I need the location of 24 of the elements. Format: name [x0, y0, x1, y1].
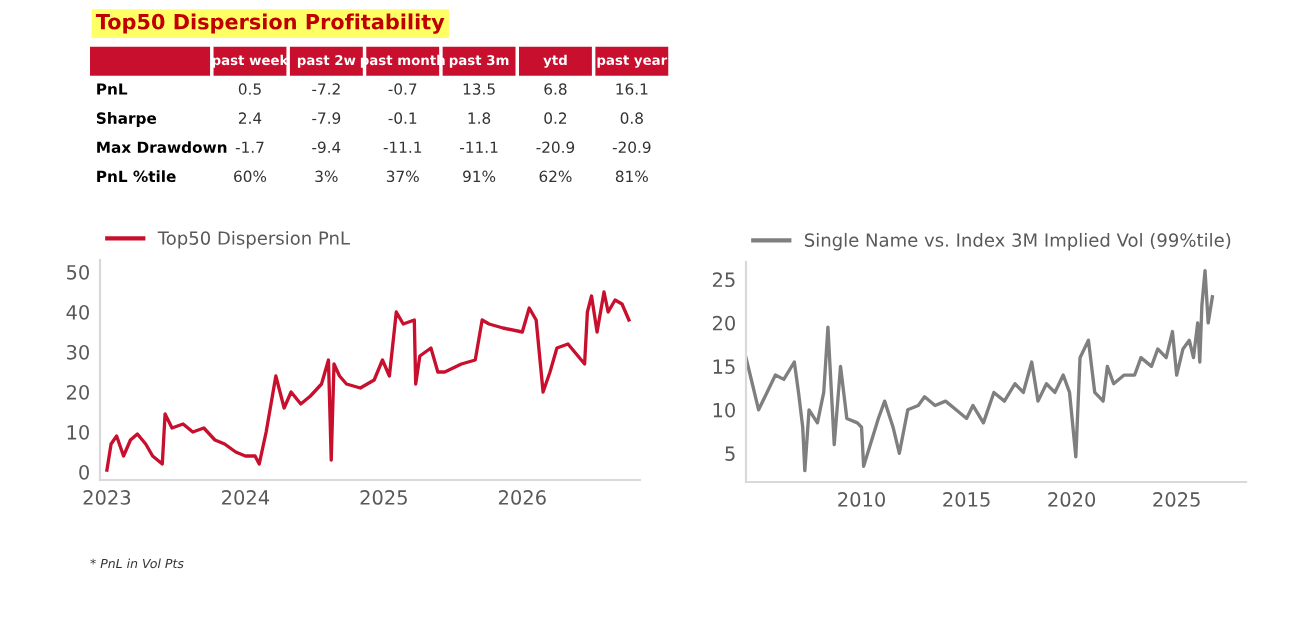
- y-tick-label: 50: [67, 264, 89, 280]
- legend-label: Top50 Dispersion PnL: [157, 230, 350, 249]
- x-tick-label: 2025: [1153, 492, 1200, 507]
- y-tick-label: 20: [712, 315, 735, 331]
- x-tick-label: 2024: [222, 490, 270, 505]
- x-tick-label: 2015: [943, 492, 990, 507]
- legend-label: Single Name vs. Index 3M Implied Vol (99%tile): [804, 232, 1231, 251]
- x-tick-label: 2026: [498, 490, 546, 505]
- y-tick-label: 25: [712, 272, 735, 288]
- x-tick-label: 2020: [1048, 492, 1096, 507]
- x-tick-label: 2010: [838, 492, 885, 507]
- line-series: [746, 269, 1215, 473]
- text: Top50 Dispersion Profitability: [95, 13, 445, 34]
- x-tick-label: 2023: [83, 490, 131, 505]
- y-tick-label: 20: [66, 384, 89, 400]
- line-series: [105, 290, 631, 472]
- y-tick-label: 30: [67, 344, 89, 360]
- y-tick-label: 10: [67, 424, 89, 440]
- x-tick-label: 2025: [360, 490, 407, 505]
- y-tick-label: 5: [725, 446, 735, 461]
- y-tick-label: 10: [713, 402, 735, 418]
- y-tick-label: 15: [713, 359, 735, 375]
- y-tick-label: 0: [79, 464, 89, 480]
- y-tick-label: 40: [66, 304, 89, 320]
